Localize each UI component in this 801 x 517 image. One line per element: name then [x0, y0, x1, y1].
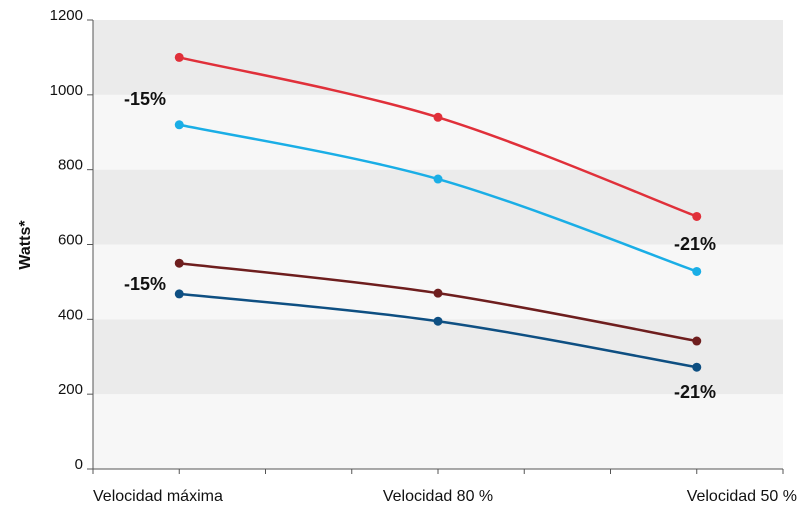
- annotation: -15%: [124, 89, 166, 109]
- marker: [433, 174, 443, 184]
- y-tick-label: 800: [58, 157, 83, 174]
- annotation: -21%: [674, 382, 716, 402]
- marker: [174, 120, 184, 130]
- marker: [174, 52, 184, 62]
- band: [93, 394, 783, 469]
- marker: [433, 316, 443, 326]
- y-tick-label: 600: [58, 231, 83, 248]
- y-tick-label: 1000: [50, 82, 83, 99]
- marker: [433, 288, 443, 298]
- x-tick-label: Velocidad 80 %: [383, 488, 493, 505]
- y-tick-label: 0: [75, 456, 83, 473]
- y-tick-label: 400: [58, 306, 83, 323]
- marker: [692, 362, 702, 372]
- band: [93, 20, 783, 95]
- band: [93, 244, 783, 320]
- y-tick-label: 200: [58, 381, 83, 398]
- annotation: -21%: [674, 234, 716, 254]
- marker: [692, 211, 702, 221]
- annotation: -15%: [124, 274, 166, 294]
- marker: [692, 266, 702, 276]
- band: [93, 319, 783, 395]
- marker: [433, 112, 443, 122]
- marker: [692, 336, 702, 346]
- marker: [174, 258, 184, 268]
- marker: [174, 289, 184, 299]
- y-tick-label: 1200: [50, 7, 83, 24]
- x-tick-label: Velocidad máxima: [93, 488, 223, 505]
- x-tick-label: Velocidad 50 %: [687, 488, 797, 505]
- y-axis-label: Watts*: [17, 220, 34, 270]
- band: [93, 94, 783, 170]
